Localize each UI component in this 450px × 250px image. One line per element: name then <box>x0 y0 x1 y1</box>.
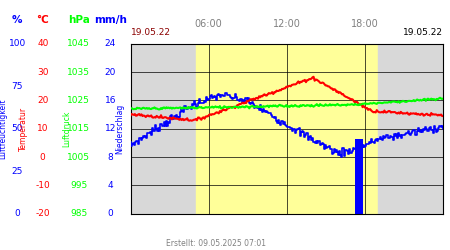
Text: 24: 24 <box>104 39 116 48</box>
Text: 20: 20 <box>104 68 116 76</box>
Text: 995: 995 <box>70 181 87 190</box>
Bar <box>356 140 358 214</box>
Text: 1005: 1005 <box>67 152 90 162</box>
Text: -10: -10 <box>36 181 50 190</box>
Text: hPa: hPa <box>68 15 90 25</box>
Bar <box>358 140 360 214</box>
Text: 19.05.22: 19.05.22 <box>403 28 443 37</box>
Text: 50: 50 <box>11 124 23 133</box>
Text: 0: 0 <box>40 152 45 162</box>
Text: 18:00: 18:00 <box>351 19 379 29</box>
Text: 4: 4 <box>108 181 113 190</box>
Text: 0: 0 <box>14 209 20 218</box>
Text: 12:00: 12:00 <box>273 19 301 29</box>
Bar <box>378 44 443 214</box>
Text: 25: 25 <box>11 167 23 176</box>
Text: 06:00: 06:00 <box>195 19 223 29</box>
Text: Temperatur: Temperatur <box>19 107 28 151</box>
Text: 12: 12 <box>104 124 116 133</box>
Text: 16: 16 <box>104 96 116 105</box>
Text: -20: -20 <box>36 209 50 218</box>
Bar <box>355 140 357 214</box>
Text: 40: 40 <box>37 39 49 48</box>
Text: 0: 0 <box>108 209 113 218</box>
Text: 19.05.22: 19.05.22 <box>130 28 171 37</box>
Text: 1015: 1015 <box>67 124 90 133</box>
Text: 8: 8 <box>108 152 113 162</box>
Text: Luftfeuchtigkeit: Luftfeuchtigkeit <box>0 98 7 159</box>
Bar <box>130 44 196 214</box>
Bar <box>360 140 361 214</box>
Text: °C: °C <box>36 15 49 25</box>
Text: 75: 75 <box>11 82 23 91</box>
Bar <box>196 44 378 214</box>
Text: 1045: 1045 <box>68 39 90 48</box>
Text: Erstellt: 09.05.2025 07:01: Erstellt: 09.05.2025 07:01 <box>166 238 266 248</box>
Text: Niederschlag: Niederschlag <box>116 104 125 154</box>
Text: 985: 985 <box>70 209 87 218</box>
Text: %: % <box>12 15 22 25</box>
Text: 10: 10 <box>37 124 49 133</box>
Text: 100: 100 <box>9 39 26 48</box>
Bar <box>360 140 363 214</box>
Text: Luftdruck: Luftdruck <box>62 110 71 147</box>
Text: 1035: 1035 <box>67 68 90 76</box>
Bar <box>357 140 360 214</box>
Text: 20: 20 <box>37 96 49 105</box>
Text: 30: 30 <box>37 68 49 76</box>
Text: 1025: 1025 <box>68 96 90 105</box>
Text: mm/h: mm/h <box>94 15 127 25</box>
